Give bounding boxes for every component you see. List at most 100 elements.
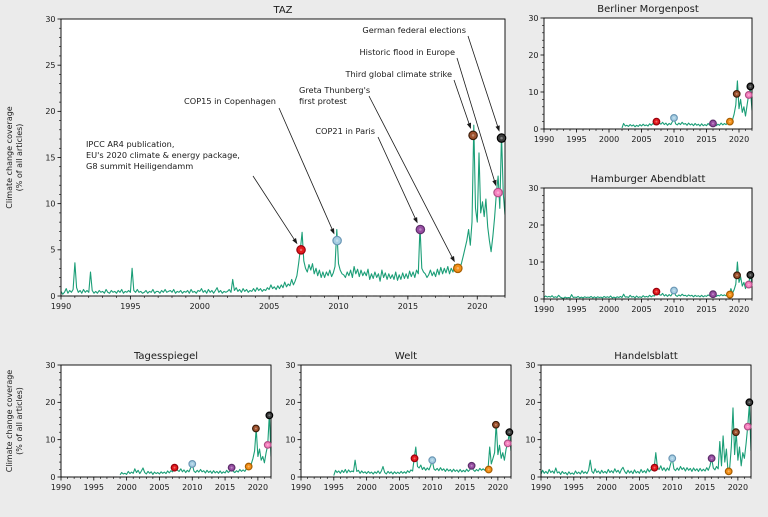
x-tick-label: 2000 [596, 483, 616, 492]
annotation-arrow-strike [453, 79, 470, 125]
y-tick-label: 10 [528, 88, 538, 97]
event-marker-strike [468, 130, 478, 141]
event-marker-cop15 [668, 454, 677, 463]
annotation-text-strike: Third global climate strike [344, 69, 452, 79]
panel-hamburger-abendblatt: 1990 1995 2000 2005 2010 2015 2020 0 10 20 30 Hambu… [528, 174, 755, 314]
x-tick-label: 2000 [190, 302, 210, 311]
x-tick-label: 2010 [662, 483, 682, 492]
event-marker-greta [453, 263, 463, 274]
annotation-arrowhead-flood [492, 179, 497, 187]
y-tick-label: 10 [45, 435, 55, 444]
event-marker-cop21 [709, 290, 717, 299]
y-axis-label-line2: (% of all articles) [15, 124, 24, 192]
event-marker-flood [493, 187, 503, 198]
event-marker-highlight [173, 466, 176, 469]
annotation-arrowhead-strike [466, 122, 471, 129]
y-tick-label: 25 [45, 61, 55, 70]
x-tick-label: 1995 [84, 483, 104, 492]
coverage-line [119, 412, 271, 476]
x-tick-label: 2000 [599, 135, 619, 144]
y-tick-label: 0 [530, 473, 535, 482]
y-tick-label: 20 [45, 398, 55, 407]
annotation-flood: Historic flood in Europe [360, 47, 497, 187]
event-marker-highlight [419, 228, 422, 231]
annotation-text-greta: first protest [299, 96, 348, 106]
x-tick-label: 2020 [728, 483, 748, 492]
annotation-arrowhead-cop15 [330, 228, 335, 235]
y-tick-label: 30 [528, 184, 538, 193]
coverage-line [61, 124, 505, 295]
annotation-text-ipcc: IPCC AR4 publication, [86, 139, 174, 149]
y-axis-label-top: Climate change coverage (% of all article… [5, 106, 24, 209]
event-marker-highlight [268, 414, 271, 417]
event-marker-highlight [299, 248, 303, 252]
annotation-strike: Third global climate strike [344, 69, 471, 129]
annotation-arrowhead-cop21 [413, 217, 418, 224]
event-marker-highlight [734, 431, 737, 434]
annotation-arrowhead-elections [495, 125, 500, 132]
y-tick-label: 20 [525, 398, 535, 407]
annotation-arrowhead-ipcc [292, 238, 298, 245]
x-tick-label: 1990 [51, 302, 71, 311]
event-marker-highlight [653, 466, 656, 469]
event-marker-greta [726, 117, 734, 126]
annotation-arrow-greta [368, 95, 454, 259]
coverage-line [541, 403, 751, 476]
event-marker-ipcc [296, 245, 306, 255]
x-tick-label: 1995 [566, 135, 586, 144]
event-marker-highlight [335, 239, 339, 242]
annotation-text-ipcc: EU's 2020 climate & energy package, [86, 150, 240, 160]
x-tick-label: 1995 [566, 305, 586, 314]
y-tick-label: 10 [45, 199, 55, 208]
x-tick-label: 2015 [215, 483, 235, 492]
event-marker-highlight [494, 423, 497, 426]
event-marker-ipcc [652, 117, 661, 126]
y-tick-label: 0 [290, 473, 295, 482]
event-marker-highlight [471, 134, 475, 137]
x-tick-label: 2010 [422, 483, 442, 492]
event-marker-highlight [230, 466, 233, 469]
panel-title-hamburger-abendblatt: Hamburger Abendblatt [591, 174, 706, 185]
event-marker-greta [726, 290, 734, 299]
annotation-arrow-cop15 [278, 107, 333, 231]
y-tick-label: 30 [45, 15, 55, 24]
y-axis-label-bottom: Climate change coverage (% of all article… [5, 370, 24, 473]
event-marker-elections [265, 411, 274, 420]
event-marker-flood [744, 280, 753, 289]
panel-tagesspiegel: 1990 1995 2000 2005 2010 2015 2020 0 10 20 30 Tages… [45, 351, 274, 492]
coverage-line [333, 422, 511, 476]
x-tick-label: 2010 [664, 305, 684, 314]
event-marker-cop21 [709, 119, 717, 128]
event-marker-cop21 [227, 463, 236, 472]
y-tick-label: 10 [528, 258, 538, 267]
y-tick-label: 20 [528, 51, 538, 60]
x-tick-label: 1990 [51, 483, 71, 492]
x-tick-label: 1990 [534, 135, 554, 144]
event-marker-strike [732, 428, 740, 437]
event-marker-highlight [655, 290, 658, 293]
y-tick-label: 20 [45, 107, 55, 116]
event-marker-highlight [735, 92, 738, 95]
plot-area [544, 188, 752, 299]
annotation-arrow-cop21 [377, 136, 417, 220]
event-marker-highlight [673, 116, 675, 119]
panel-title-tagesspiegel: Tagesspiegel [133, 351, 198, 362]
x-tick-label: 2005 [631, 135, 651, 144]
plot-area [541, 365, 751, 477]
event-marker-highlight [728, 293, 731, 296]
event-marker-cop21 [467, 461, 476, 470]
event-marker-cop15 [670, 286, 678, 295]
x-tick-label: 1990 [531, 483, 551, 492]
event-marker-highlight [736, 274, 739, 277]
event-marker-flood [743, 422, 752, 431]
annotation-elections: German federal elections [362, 25, 500, 132]
annotation-text-greta: Greta Thunberg's [299, 85, 370, 95]
panel-title-taz: TAZ [272, 5, 292, 16]
y-tick-label: 30 [528, 14, 538, 23]
y-tick-label: 0 [50, 292, 55, 301]
event-marker-highlight [746, 425, 749, 428]
y-axis-label-line2: (% of all articles) [15, 387, 24, 455]
x-tick-label: 1995 [564, 483, 584, 492]
x-tick-label: 2020 [729, 135, 749, 144]
